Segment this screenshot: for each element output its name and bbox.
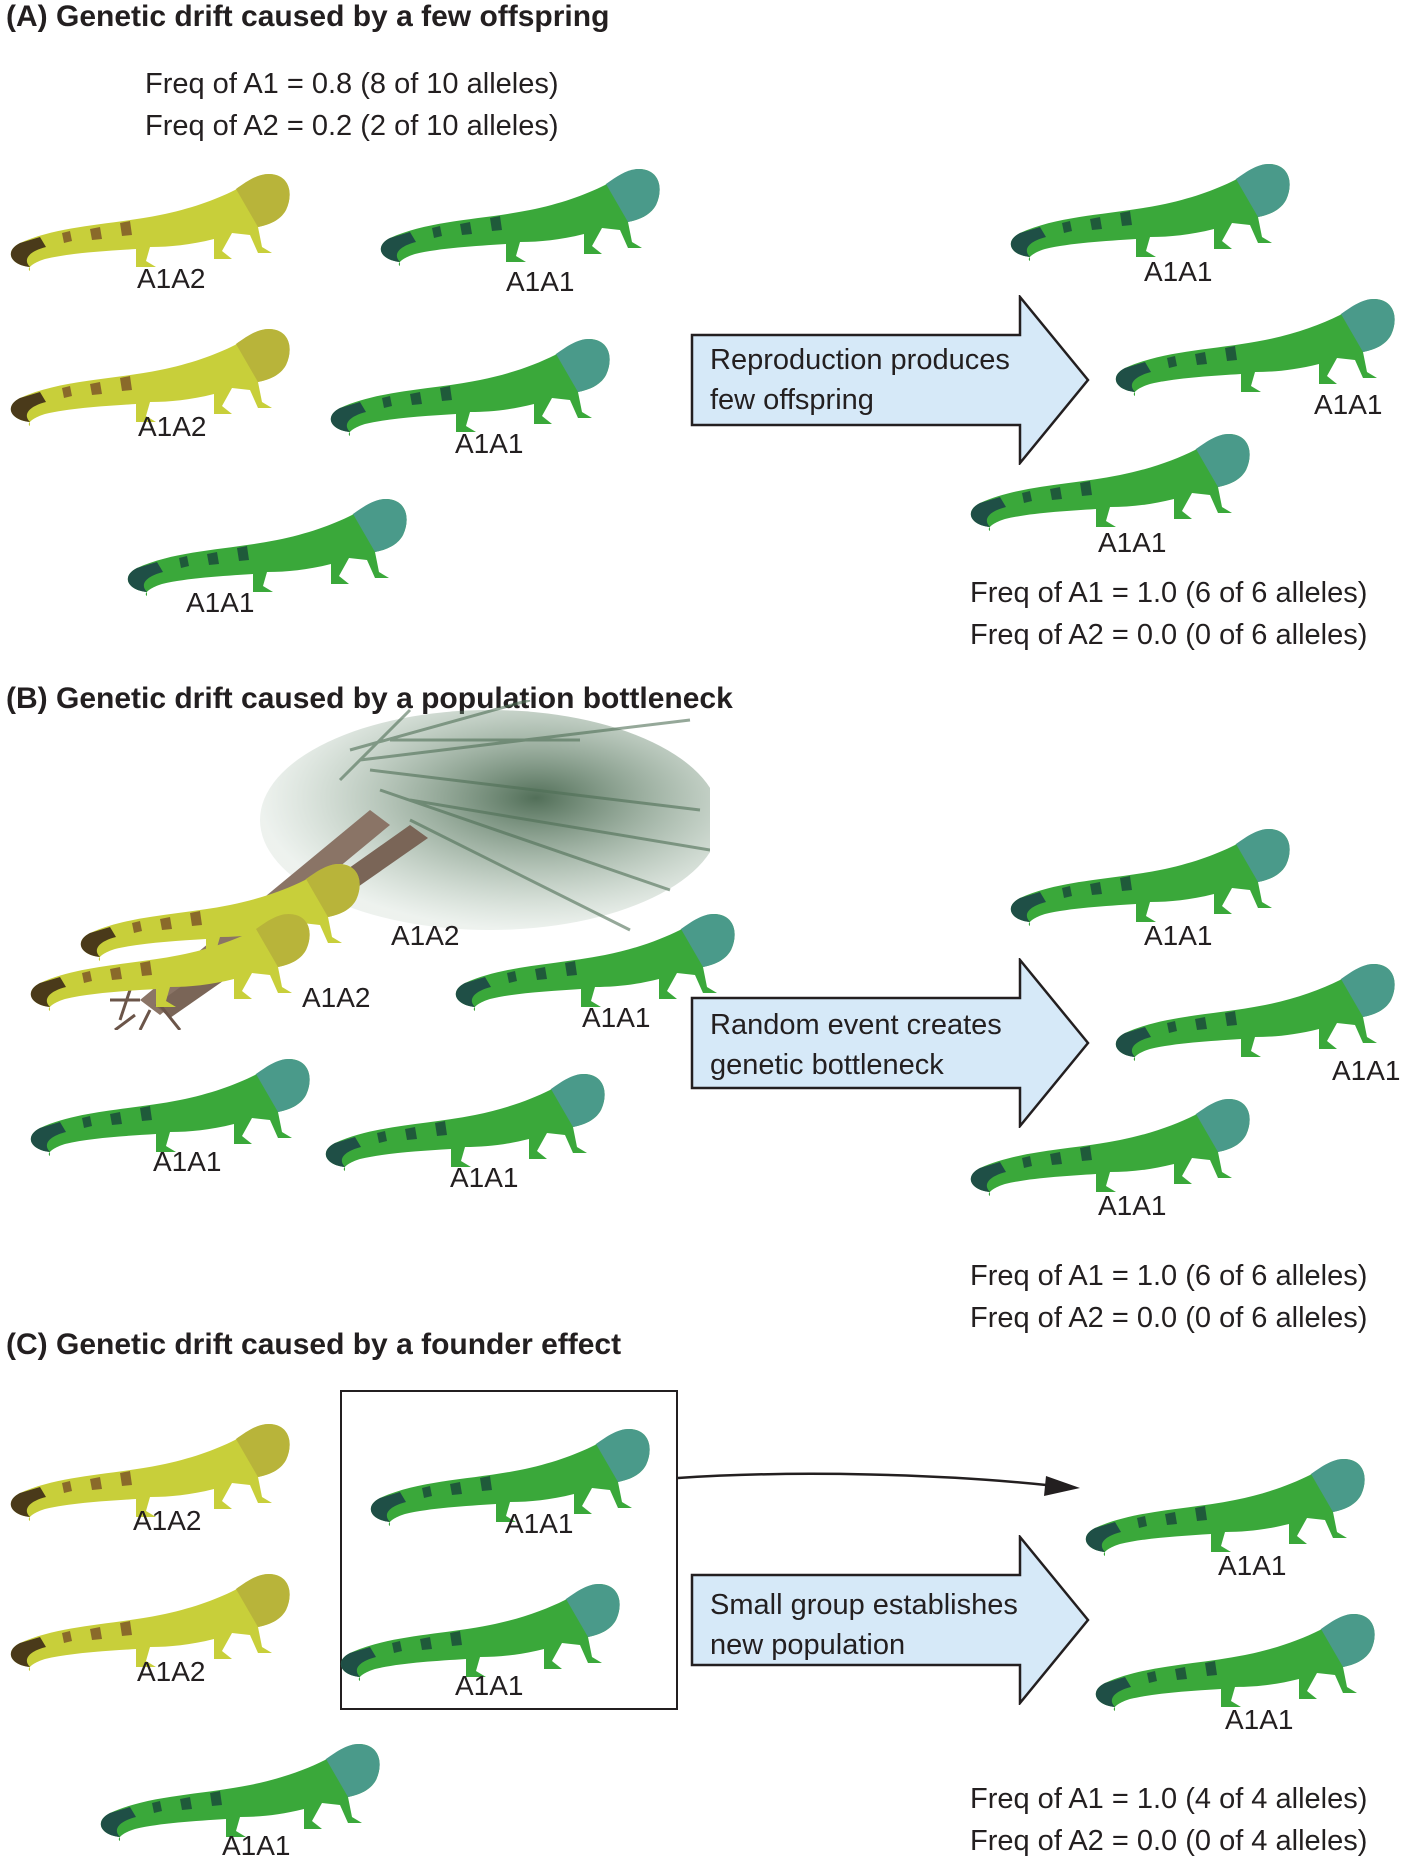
genotype-label: A1A1 <box>1144 256 1213 287</box>
migration-arrow <box>677 1472 1080 1496</box>
genotype-label: A1A1 <box>1098 1190 1167 1221</box>
panel-a-freq-before-a1: Freq of A1 = 0.8 (8 of 10 alleles) <box>145 68 559 100</box>
genotype-label: A1A2 <box>138 411 207 442</box>
genotype-label: A1A1 <box>582 1002 651 1033</box>
arrow-text-line-2: few offspring <box>710 384 874 416</box>
panel-b-freq-after-a2: Freq of A2 = 0.0 (0 of 6 alleles) <box>970 1302 1368 1334</box>
arrow-text-line-1: Reproduction produces <box>710 344 1010 376</box>
genotype-label: A1A1 <box>1098 527 1167 558</box>
panel-a-title: (A) Genetic drift caused by a few offspr… <box>6 0 610 33</box>
panel-c-freq-after-a1: Freq of A1 = 1.0 (4 of 4 alleles) <box>970 1783 1368 1815</box>
iguana-green <box>370 150 670 280</box>
genotype-label: A1A1 <box>1218 1550 1287 1581</box>
genotype-label: A1A1 <box>1144 920 1213 951</box>
panel-b-freq-after-a1: Freq of A1 = 1.0 (6 of 6 alleles) <box>970 1260 1368 1292</box>
panel-b-title: (B) Genetic drift caused by a population… <box>6 682 733 715</box>
panel-c-title: (C) Genetic drift caused by a founder ef… <box>6 1328 622 1361</box>
genotype-label: A1A1 <box>1314 389 1383 420</box>
panel-c-freq-after-a2: Freq of A2 = 0.0 (0 of 4 alleles) <box>970 1825 1368 1857</box>
genotype-label: A1A1 <box>1225 1704 1294 1735</box>
panel-a-freq-after-a1: Freq of A1 = 1.0 (6 of 6 alleles) <box>970 577 1368 609</box>
iguana-green <box>960 415 1260 545</box>
genotype-label: A1A2 <box>302 982 371 1013</box>
genotype-label: A1A1 <box>455 428 524 459</box>
genotype-label: A1A1 <box>153 1146 222 1177</box>
genotype-label: A1A1 <box>186 587 255 618</box>
founder-group-box <box>340 1390 678 1710</box>
iguana-yellow <box>0 895 340 1025</box>
genotype-label: A1A1 <box>506 266 575 297</box>
genotype-label: A1A1 <box>1332 1055 1401 1086</box>
genotype-label: A1A2 <box>137 263 206 294</box>
arrow-text-line-2: genetic bottleneck <box>710 1049 944 1081</box>
genotype-label: A1A1 <box>450 1162 519 1193</box>
genotype-label: A1A1 <box>505 1508 574 1539</box>
iguana-green <box>117 480 417 610</box>
panel-a-freq-before-a2: Freq of A2 = 0.2 (2 of 10 alleles) <box>145 110 559 142</box>
genotype-label: A1A2 <box>391 920 460 951</box>
genotype-label: A1A1 <box>222 1830 291 1861</box>
genotype-label: A1A1 <box>455 1670 524 1701</box>
panel-a-freq-after-a2: Freq of A2 = 0.0 (0 of 6 alleles) <box>970 619 1368 651</box>
arrow-text-line-1: Random event creates <box>710 1009 1002 1041</box>
arrow-text-line-2: new population <box>710 1629 906 1661</box>
genotype-label: A1A2 <box>137 1656 206 1687</box>
arrow-text-line-1: Small group establishes <box>710 1589 1018 1621</box>
genotype-label: A1A2 <box>133 1505 202 1536</box>
